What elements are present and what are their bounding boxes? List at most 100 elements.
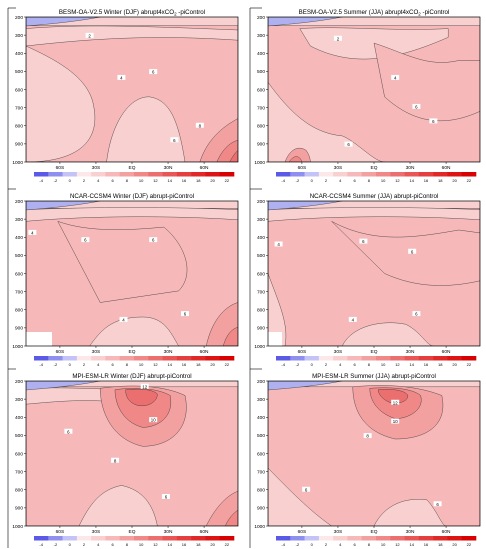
x-tick-label: 60N [442, 165, 451, 171]
colorbar-swatch [219, 536, 235, 541]
colorbar-swatch [390, 356, 405, 361]
colorbar-tick-label: 22 [467, 178, 472, 183]
contour-region [26, 386, 238, 526]
colorbar-swatch [134, 536, 149, 541]
contour-label-bg [391, 74, 400, 80]
missing-data-mask [26, 332, 52, 346]
colorbar-tick-label: 14 [409, 542, 414, 547]
colorbar-swatch [105, 536, 121, 541]
contour-label-bg [274, 241, 283, 247]
colorbar-tick-label: 6 [353, 542, 356, 547]
y-tick-label: 800 [257, 308, 265, 314]
y-tick-label: 700 [15, 289, 23, 295]
contour-region [331, 221, 480, 286]
colorbar-tick-label: -2 [296, 362, 300, 367]
colorbar-tick-label: 22 [225, 542, 230, 547]
colorbar-tick-label: 0 [69, 178, 72, 183]
contour-field [268, 201, 480, 346]
contour-label-bg [170, 137, 179, 143]
chart-panel-6: MPI-ESM-LR Summer (JJA) abrupt-piControl… [254, 373, 481, 547]
contour-label: 6 [415, 312, 418, 317]
colorbar-swatch [91, 356, 106, 361]
colorbar-tick-label: 8 [126, 178, 129, 183]
colorbar-swatch [461, 356, 477, 361]
colorbar-swatch [433, 172, 448, 177]
contour-label-bg [28, 229, 37, 235]
colorbar-swatch [76, 536, 92, 541]
colorbar-tick-label: 8 [126, 362, 129, 367]
colorbar-tick-label: 16 [424, 362, 429, 367]
colorbar-swatch [347, 536, 363, 541]
y-tick-label: 1000 [254, 344, 265, 350]
contour-label: 12 [393, 400, 398, 405]
colorbar-tick-label: 0 [311, 542, 314, 547]
y-tick-label: 1000 [254, 524, 265, 530]
y-tick-label: 400 [257, 51, 265, 57]
y-tick-label: 1000 [12, 344, 23, 350]
colorbar-swatch [134, 172, 149, 177]
contour-label-bg [149, 69, 158, 75]
colorbar-swatch [134, 356, 149, 361]
colorbar-swatch [347, 172, 363, 177]
colorbar-tick-label: 10 [139, 542, 144, 547]
x-tick-label: 60S [56, 529, 65, 535]
y-tick-label: 400 [15, 235, 23, 241]
x-tick-label: 30S [92, 349, 101, 355]
y-tick-label: 600 [15, 451, 23, 457]
contour-label-bg [117, 74, 126, 80]
contour-label-bg [344, 141, 353, 147]
contour-label: 10 [151, 418, 156, 423]
colorbar-tick-label: 18 [196, 362, 201, 367]
y-tick-label: 700 [15, 105, 23, 111]
colorbar-tick-label: 16 [182, 362, 187, 367]
panel-title: MPI-ESM-LR Summer (JJA) abrupt-piControl [312, 373, 436, 380]
x-tick-label: 30S [92, 165, 101, 171]
chart-panel-4: NCAR-CCSM4 Summer (JJA) abrupt-piControl… [254, 193, 481, 367]
colorbar-swatch [418, 172, 434, 177]
colorbar-tick-label: 22 [225, 362, 230, 367]
colorbar-swatch [119, 536, 135, 541]
x-tick-label: 60N [200, 165, 209, 171]
colorbar-swatch [361, 356, 377, 361]
colorbar-tick-label: 18 [196, 542, 201, 547]
colorbar-tick-label: 22 [225, 178, 230, 183]
colorbar-swatch [119, 172, 135, 177]
colorbar-swatch [119, 356, 135, 361]
colorbar-tick-label: 4 [97, 362, 100, 367]
contour-label-bg [333, 35, 342, 41]
colorbar-swatch [48, 536, 63, 541]
colorbar-tick-label: 8 [368, 542, 371, 547]
contour-label-bg [161, 494, 170, 499]
y-tick-label: 900 [257, 142, 265, 148]
colorbar-swatch [404, 172, 420, 177]
contour-region [373, 499, 447, 526]
colorbar-swatch [433, 356, 448, 361]
colorbar-tick-label: 16 [424, 178, 429, 183]
y-tick-label: 600 [257, 87, 265, 93]
colorbar-tick-label: -4 [281, 362, 285, 367]
colorbar-swatch [191, 356, 206, 361]
colorbar-tick-label: 16 [182, 178, 187, 183]
y-tick-label: 400 [257, 235, 265, 241]
colorbar-tick-label: 8 [368, 362, 371, 367]
colorbar-tick-label: -2 [54, 362, 58, 367]
x-tick-label: 60S [56, 165, 65, 171]
colorbar-swatch [404, 356, 420, 361]
x-tick-label: 30N [406, 529, 415, 535]
y-tick-label: 900 [15, 326, 23, 332]
contour-label-bg [81, 237, 90, 243]
colorbar-swatch [162, 172, 178, 177]
contour-region [284, 147, 311, 162]
colorbar-tick-label: 14 [409, 362, 414, 367]
colorbar-swatch [304, 172, 320, 177]
contour-label: 8 [114, 458, 117, 463]
y-tick-label: 900 [257, 326, 265, 332]
colorbar-tick-label: 12 [395, 362, 400, 367]
y-tick-label: 200 [15, 15, 23, 21]
contour-label-bg [64, 428, 73, 434]
colorbar-swatch [418, 536, 434, 541]
colorbar-tick-label: 2 [325, 178, 328, 183]
colorbar-swatch [461, 536, 477, 541]
x-tick-label: 60S [298, 165, 307, 171]
contour-label: 6 [347, 142, 350, 147]
